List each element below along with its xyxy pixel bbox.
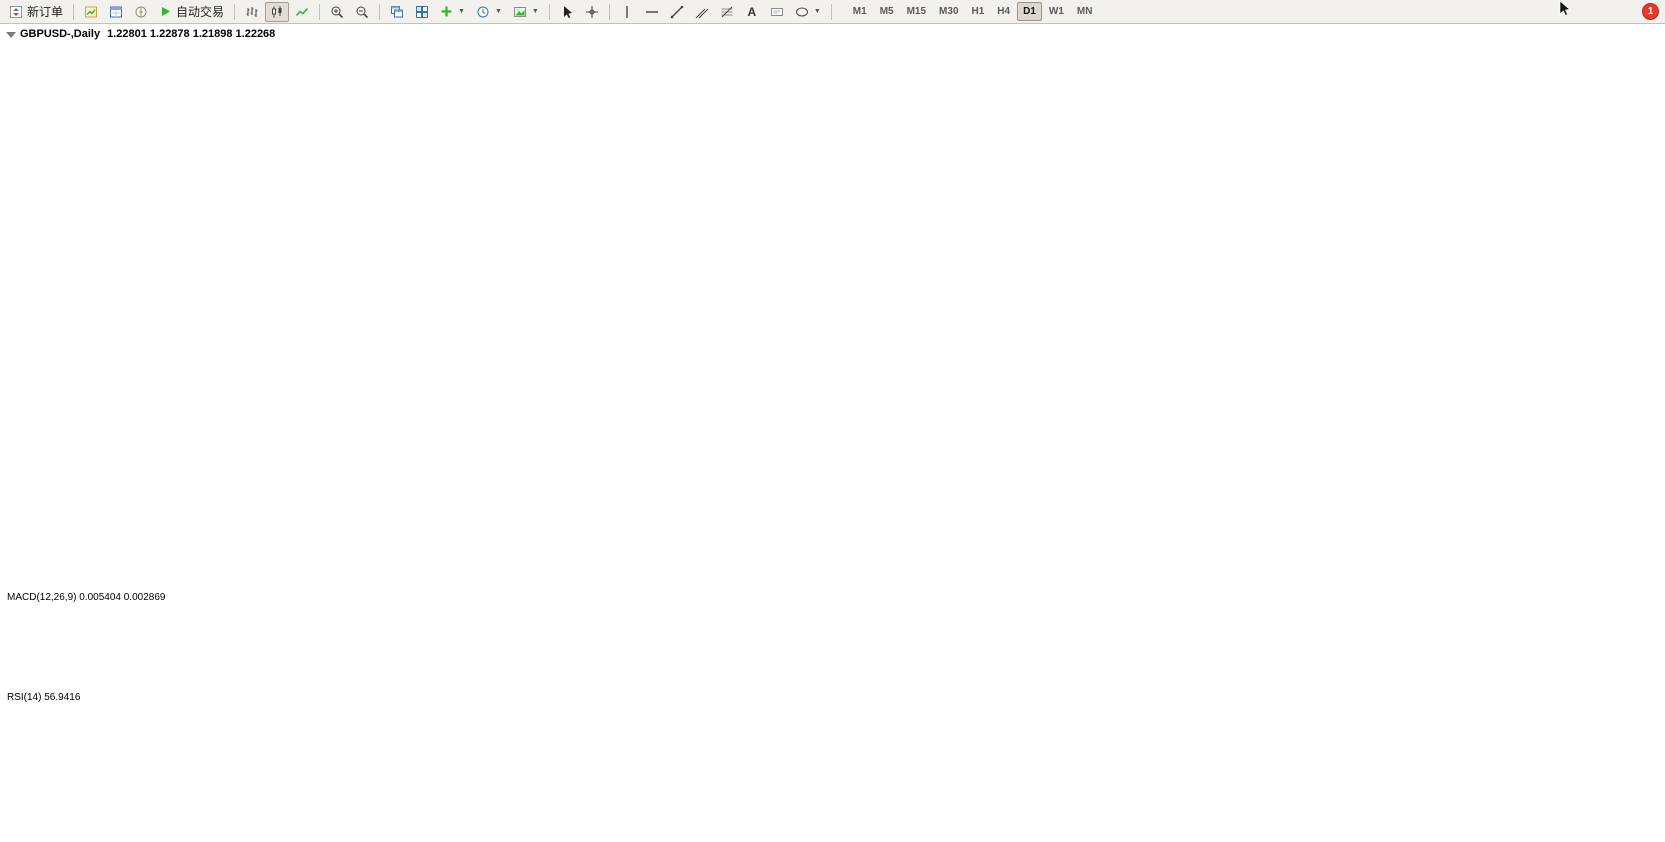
notification-badge[interactable]: 1 — [1642, 3, 1659, 20]
text-label-tool-button[interactable] — [765, 2, 789, 22]
channel-icon — [695, 8, 709, 18]
line-chart-button[interactable] — [290, 2, 314, 22]
toolbar-separator — [73, 3, 75, 20]
timeframe-button-h1[interactable]: H1 — [971, 6, 985, 17]
shapes-icon — [795, 7, 808, 16]
chevron-down-icon[interactable]: ▼ — [813, 8, 821, 15]
bar-chart-button[interactable] — [240, 2, 264, 22]
navigator-icon — [135, 6, 147, 17]
horizontal-line-icon — [645, 10, 658, 13]
market-watch-button[interactable] — [104, 2, 128, 22]
main-toolbar: 新订单 自动交易 — [0, 0, 1665, 24]
autotrading-button[interactable]: 自动交易 — [154, 2, 229, 22]
toolbar-separator — [548, 3, 550, 20]
shapes-tool-button[interactable]: ▼ — [790, 2, 826, 22]
new-order-icon — [10, 5, 22, 18]
templates-button[interactable]: ▼ — [508, 2, 544, 22]
toolbar-separator — [234, 3, 236, 20]
bar-chart-icon — [246, 6, 258, 17]
channel-tool-button[interactable] — [690, 2, 714, 22]
fibonacci-icon — [721, 6, 733, 17]
chevron-down-icon[interactable]: ▼ — [494, 8, 502, 15]
navigator-button[interactable] — [129, 2, 153, 22]
crosshair-button[interactable] — [580, 2, 604, 22]
market-watch-icon — [110, 6, 123, 17]
macd-indicator-label: MACD(12,26,9) 0.005404 0.002869 — [7, 592, 166, 603]
trendline-icon — [670, 5, 684, 18]
line-chart-icon — [295, 7, 309, 16]
zoom-out-icon — [356, 6, 369, 18]
clock-icon — [477, 6, 489, 17]
toolbar-separator — [830, 3, 832, 20]
toolbar-separator — [319, 3, 321, 20]
mouse-cursor — [1559, 0, 1571, 16]
zoom-in-icon — [331, 6, 344, 18]
vertical-line-icon — [626, 5, 628, 18]
chart-title: GBPUSD-,Daily 1.22801 1.22878 1.21898 1.2… — [20, 28, 275, 40]
vertical-line-tool-button[interactable] — [615, 2, 639, 22]
cascade-windows-icon — [391, 5, 404, 17]
template-image-icon — [513, 6, 526, 17]
autotrading-label: 自动交易 — [176, 5, 225, 19]
text-tool-button[interactable]: A — [740, 2, 764, 22]
new-chart-icon — [85, 6, 98, 17]
indicators-button[interactable]: ▼ — [435, 2, 470, 22]
tile-windows-button[interactable] — [410, 2, 434, 22]
timeframe-button-m15[interactable]: M15 — [906, 6, 927, 17]
new-order-button[interactable]: 新订单 — [4, 2, 68, 22]
chart-window: GBPUSD-,Daily 1.22801 1.22878 1.21898 1.2… — [0, 24, 1665, 842]
zoom-out-button[interactable] — [350, 2, 374, 22]
toolbar-separator — [379, 3, 381, 20]
fibonacci-tool-button[interactable] — [715, 2, 739, 22]
timeframe-button-m5[interactable]: M5 — [879, 6, 894, 17]
candlestick-chart-icon — [272, 5, 282, 17]
chevron-down-icon[interactable]: ▼ — [458, 8, 465, 15]
zoom-in-button[interactable] — [325, 2, 349, 22]
ohlc-values: 1.22801 1.22878 1.21898 1.22268 — [107, 28, 276, 40]
tile-windows-icon — [416, 5, 429, 18]
timeframe-button-m30[interactable]: M30 — [939, 6, 959, 17]
chevron-down-icon[interactable]: ▼ — [531, 8, 539, 15]
one-click-trading-expander[interactable] — [6, 32, 16, 38]
cursor-button[interactable] — [555, 2, 579, 22]
indicators-plus-icon — [441, 6, 452, 17]
timeframe-button-w1[interactable]: W1 — [1048, 6, 1064, 17]
text-label-icon — [770, 7, 783, 16]
timeframe-button-m1[interactable]: M1 — [852, 6, 867, 17]
text-tool-icon: A — [747, 4, 757, 19]
cascade-windows-button[interactable] — [385, 2, 409, 22]
rsi-indicator-label: RSI(14) 56.9416 — [7, 692, 81, 703]
candlestick-chart-button[interactable] — [265, 1, 290, 22]
crosshair-icon — [585, 5, 598, 18]
cursor-arrow-icon — [564, 5, 573, 18]
trendline-tool-button[interactable] — [665, 2, 689, 22]
symbol-period-label: GBPUSD-,Daily — [20, 28, 101, 40]
timeframes-menu-button[interactable]: ▼ — [471, 2, 507, 22]
timeframe-button-d1[interactable]: D1 — [1017, 2, 1042, 21]
horizontal-line-tool-button[interactable] — [640, 2, 664, 22]
timeframe-button-h4[interactable]: H4 — [997, 6, 1011, 17]
timeframe-button-mn[interactable]: MN — [1076, 6, 1093, 17]
new-order-label: 新订单 — [27, 5, 64, 19]
toolbar-separator — [608, 3, 610, 20]
timeframe-toolbar: M1 M5 M15 M30 H1 H4 D1 W1 MN — [847, 2, 1099, 21]
autotrading-play-icon — [162, 7, 171, 16]
new-chart-button[interactable] — [79, 2, 103, 22]
chart-canvas[interactable] — [0, 24, 1665, 842]
